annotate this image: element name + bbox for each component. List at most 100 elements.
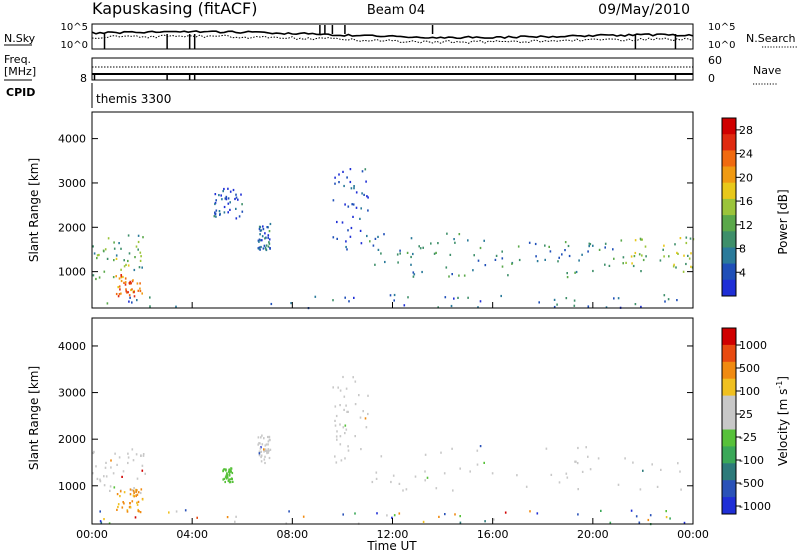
echo-cell <box>227 202 230 205</box>
echo-cell <box>444 513 446 516</box>
echo-cell <box>268 230 271 233</box>
echo-cell <box>345 387 348 390</box>
echo-cell <box>355 191 358 194</box>
x-tick-label: 04:00 <box>176 528 208 541</box>
echo-cell <box>350 187 353 190</box>
echo-cell <box>377 235 379 238</box>
echo-cell <box>608 264 611 267</box>
echo-cell <box>575 270 578 274</box>
echo-cell <box>105 461 107 464</box>
echo-cell <box>612 248 614 251</box>
echo-cell <box>346 410 348 413</box>
echo-cell <box>588 242 591 245</box>
echo-cell <box>140 454 142 457</box>
echo-cell <box>123 265 126 268</box>
echo-cell <box>577 513 579 516</box>
echo-cell <box>137 248 139 251</box>
echo-cell <box>137 240 140 244</box>
echo-cell <box>454 513 456 516</box>
echo-cell <box>622 256 625 259</box>
echo-cell <box>346 176 348 179</box>
echo-cell <box>110 459 112 462</box>
echo-cell <box>117 503 120 506</box>
echo-cell <box>337 386 339 389</box>
echo-cell <box>221 198 223 201</box>
echo-cell <box>268 238 271 241</box>
y-tick-label: 4000 <box>58 340 86 353</box>
echo-cell <box>536 260 539 263</box>
echo-cell <box>556 303 558 306</box>
echo-cell <box>225 469 227 472</box>
echo-cell <box>229 201 231 204</box>
echo-cell <box>142 236 144 239</box>
echo-cell <box>103 484 106 487</box>
echo-cell <box>494 258 497 261</box>
echo-cell <box>363 193 365 196</box>
echo-cell <box>348 300 350 303</box>
echo-cell <box>338 181 340 184</box>
echo-cell <box>96 477 99 480</box>
echo-cell <box>435 251 437 254</box>
echo-cell <box>134 256 136 259</box>
echo-cell <box>228 472 231 475</box>
echo-cell <box>226 473 228 476</box>
echo-cell <box>479 300 482 303</box>
echo-cell <box>92 274 95 277</box>
colorbar-tick-label: -1000 <box>739 500 771 513</box>
x-tick-label: 20:00 <box>577 528 609 541</box>
echo-cell <box>122 470 125 473</box>
echo-cell <box>663 255 665 258</box>
echo-cell <box>126 509 129 512</box>
echo-cell <box>604 242 607 245</box>
echo-cell <box>473 254 475 257</box>
echo-cell <box>342 513 344 516</box>
echo-cell <box>132 494 135 497</box>
velocity-echoes <box>92 375 686 526</box>
echo-cell <box>103 475 105 478</box>
echo-cell <box>365 426 368 429</box>
echo-cell <box>396 253 399 256</box>
echo-cell <box>231 471 234 475</box>
echo-cell <box>260 450 262 453</box>
echo-cell <box>350 226 353 230</box>
colorbar-swatch <box>722 328 736 346</box>
echo-cell <box>630 255 633 258</box>
echo-cell <box>131 489 133 492</box>
echo-cell <box>267 451 270 454</box>
echo-cell <box>459 467 461 470</box>
echo-cell <box>234 520 236 523</box>
nave-tick-low: 0 <box>708 72 715 85</box>
echo-cell <box>127 234 130 237</box>
echo-cell <box>126 510 129 513</box>
echo-cell <box>267 245 270 248</box>
echo-cell <box>267 448 270 451</box>
colorbar-swatch <box>722 150 736 168</box>
echo-cell <box>120 292 122 295</box>
echo-cell <box>343 408 345 411</box>
echo-cell <box>422 246 424 249</box>
echo-cell <box>634 303 637 306</box>
echo-cell <box>440 451 442 454</box>
echo-cell <box>625 261 627 264</box>
echo-cell <box>225 195 228 198</box>
echo-cell <box>334 455 336 458</box>
echo-cell <box>103 270 106 273</box>
echo-cell <box>136 282 139 285</box>
noise-panel: N.Sky 10^5 10^0 10^5 10^0 N.Search <box>4 22 798 51</box>
echo-cell <box>288 510 290 513</box>
echo-cell <box>339 389 342 392</box>
echo-cell <box>129 280 131 283</box>
echo-cell <box>267 236 269 239</box>
echo-cell <box>444 296 447 299</box>
echo-cell <box>141 464 144 467</box>
nsky-label: N.Sky <box>4 32 36 45</box>
echo-cell <box>359 217 361 220</box>
echo-cell <box>269 247 271 250</box>
echo-cell <box>128 294 131 297</box>
echo-cell <box>117 286 119 289</box>
echo-cell <box>609 521 612 524</box>
echo-cell <box>386 514 388 517</box>
echo-cell <box>104 466 107 469</box>
echo-cell <box>341 221 344 224</box>
